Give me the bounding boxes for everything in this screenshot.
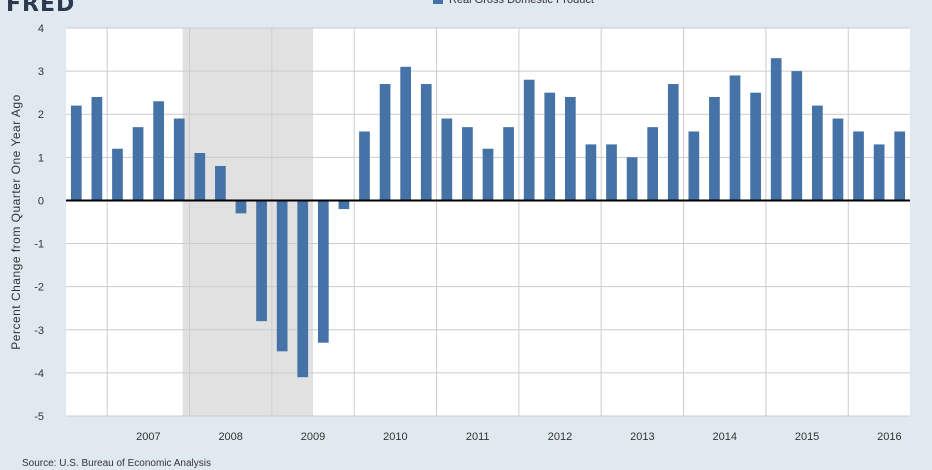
bar: [338, 200, 350, 210]
legend-label: Real Gross Domestic Product: [449, 0, 594, 6]
bar: [153, 101, 164, 201]
y-tick-label: 4: [38, 23, 44, 35]
bar: [215, 165, 226, 201]
bar: [544, 92, 556, 201]
bar: [770, 58, 782, 201]
bar: [132, 127, 144, 201]
bar: [276, 200, 288, 352]
bar: [647, 127, 659, 201]
legend: Real Gross Domestic Product: [433, 0, 594, 6]
bar: [482, 148, 494, 201]
bar: [194, 153, 206, 201]
x-tick-label: 2011: [466, 431, 490, 443]
bar: [894, 131, 906, 201]
bar: [873, 144, 885, 201]
recession-shading: [182, 28, 314, 416]
x-tick-label: 2008: [218, 431, 242, 443]
bar: [729, 75, 741, 201]
x-tick-label: 2010: [383, 431, 407, 443]
y-axis: -5 -4 -3 -2 -1 0 1 2 3 4: [34, 23, 44, 423]
y-tick-label: -3: [34, 325, 44, 337]
bar: [112, 148, 123, 201]
bars: [70, 58, 906, 378]
bar: [709, 96, 720, 201]
x-tick-label: 2009: [301, 431, 325, 443]
bar: [379, 84, 391, 201]
bar: [359, 131, 370, 201]
bar: [564, 96, 576, 201]
bar: [667, 84, 679, 201]
bar: [503, 127, 514, 201]
bar: [256, 200, 267, 322]
bar: [688, 131, 700, 201]
x-tick-label: 2007: [136, 431, 160, 443]
bar: [173, 118, 185, 201]
y-tick-label: 1: [38, 152, 44, 164]
bar: [585, 144, 597, 201]
x-tick-label: 2016: [877, 431, 901, 443]
gdp-bar-chart: Real Gross Domestic Product -5 -4 -3 -2 -1 0 1…: [9, 0, 910, 443]
y-tick-label: -2: [34, 282, 44, 294]
bar: [462, 127, 473, 201]
y-tick-label: 2: [38, 109, 44, 121]
y-tick-label: -5: [34, 411, 44, 423]
y-tick-label: 0: [38, 195, 44, 207]
legend-swatch: [433, 0, 443, 4]
y-axis-label: Percent Change from Quarter One Year Ago: [9, 94, 23, 349]
fred-logo: FRED: [6, 0, 76, 17]
source-note: Source: U.S. Bureau of Economic Analysis: [22, 458, 211, 469]
bar: [235, 200, 247, 214]
bar: [70, 105, 82, 201]
y-tick-label: -1: [34, 239, 44, 251]
x-tick-label: 2015: [795, 431, 819, 443]
bar: [626, 157, 638, 201]
bar: [791, 71, 803, 201]
bar: [420, 84, 432, 201]
bar: [606, 144, 617, 201]
bar: [91, 96, 103, 201]
bar: [853, 131, 864, 201]
x-tick-label: 2014: [712, 431, 736, 443]
bar: [523, 79, 535, 201]
y-tick-label: 3: [38, 66, 44, 78]
x-axis: 2007 2008 2009 2010 2011 2012 2013 2014 2015 2016: [136, 431, 902, 443]
bar: [750, 92, 761, 201]
bar: [441, 118, 453, 201]
bar: [400, 66, 412, 201]
bar: [297, 200, 309, 378]
bar: [317, 200, 329, 343]
bar: [812, 105, 823, 201]
bar: [832, 118, 844, 201]
x-tick-label: 2012: [548, 431, 572, 443]
y-tick-label: -4: [34, 368, 44, 380]
x-tick-label: 2013: [630, 431, 654, 443]
